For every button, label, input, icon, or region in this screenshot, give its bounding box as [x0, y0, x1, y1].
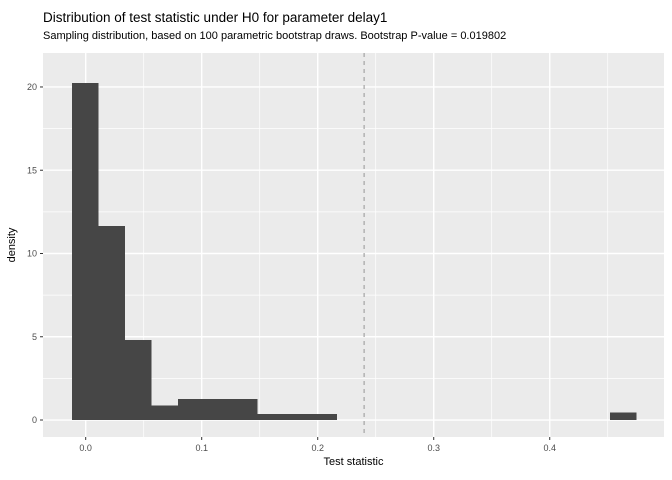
histogram-bar	[125, 340, 152, 421]
x-axis-tick-label: 0.1	[195, 443, 208, 453]
x-axis-tick-label: 0.4	[543, 443, 556, 453]
x-axis-tick-label: 0.0	[79, 443, 92, 453]
histogram-bar	[178, 399, 205, 421]
plot-subtitle: Sampling distribution, based on 100 para…	[43, 30, 507, 42]
histogram-bar	[98, 226, 126, 421]
histogram-bar	[284, 414, 311, 421]
histogram-bar	[72, 82, 99, 421]
histogram-bar	[231, 399, 258, 421]
y-axis-tick-label: 0	[32, 415, 37, 425]
y-axis-title: density	[6, 227, 18, 262]
x-axis-tick-label: 0.3	[427, 443, 440, 453]
histogram-bar	[257, 414, 285, 421]
histogram-bar	[310, 414, 338, 421]
histogram-bar	[204, 399, 232, 421]
y-axis-tick-label: 5	[32, 332, 37, 342]
histogram-bar	[151, 405, 179, 421]
histogram-bar	[609, 412, 637, 421]
y-axis-tick-label: 15	[27, 165, 37, 175]
y-axis-tick-label: 20	[27, 82, 37, 92]
x-axis-title: Test statistic	[324, 456, 384, 468]
plot-title: Distribution of test statistic under H0 …	[43, 10, 388, 25]
x-axis-tick-label: 0.2	[311, 443, 324, 453]
y-axis-tick-label: 10	[27, 249, 37, 259]
